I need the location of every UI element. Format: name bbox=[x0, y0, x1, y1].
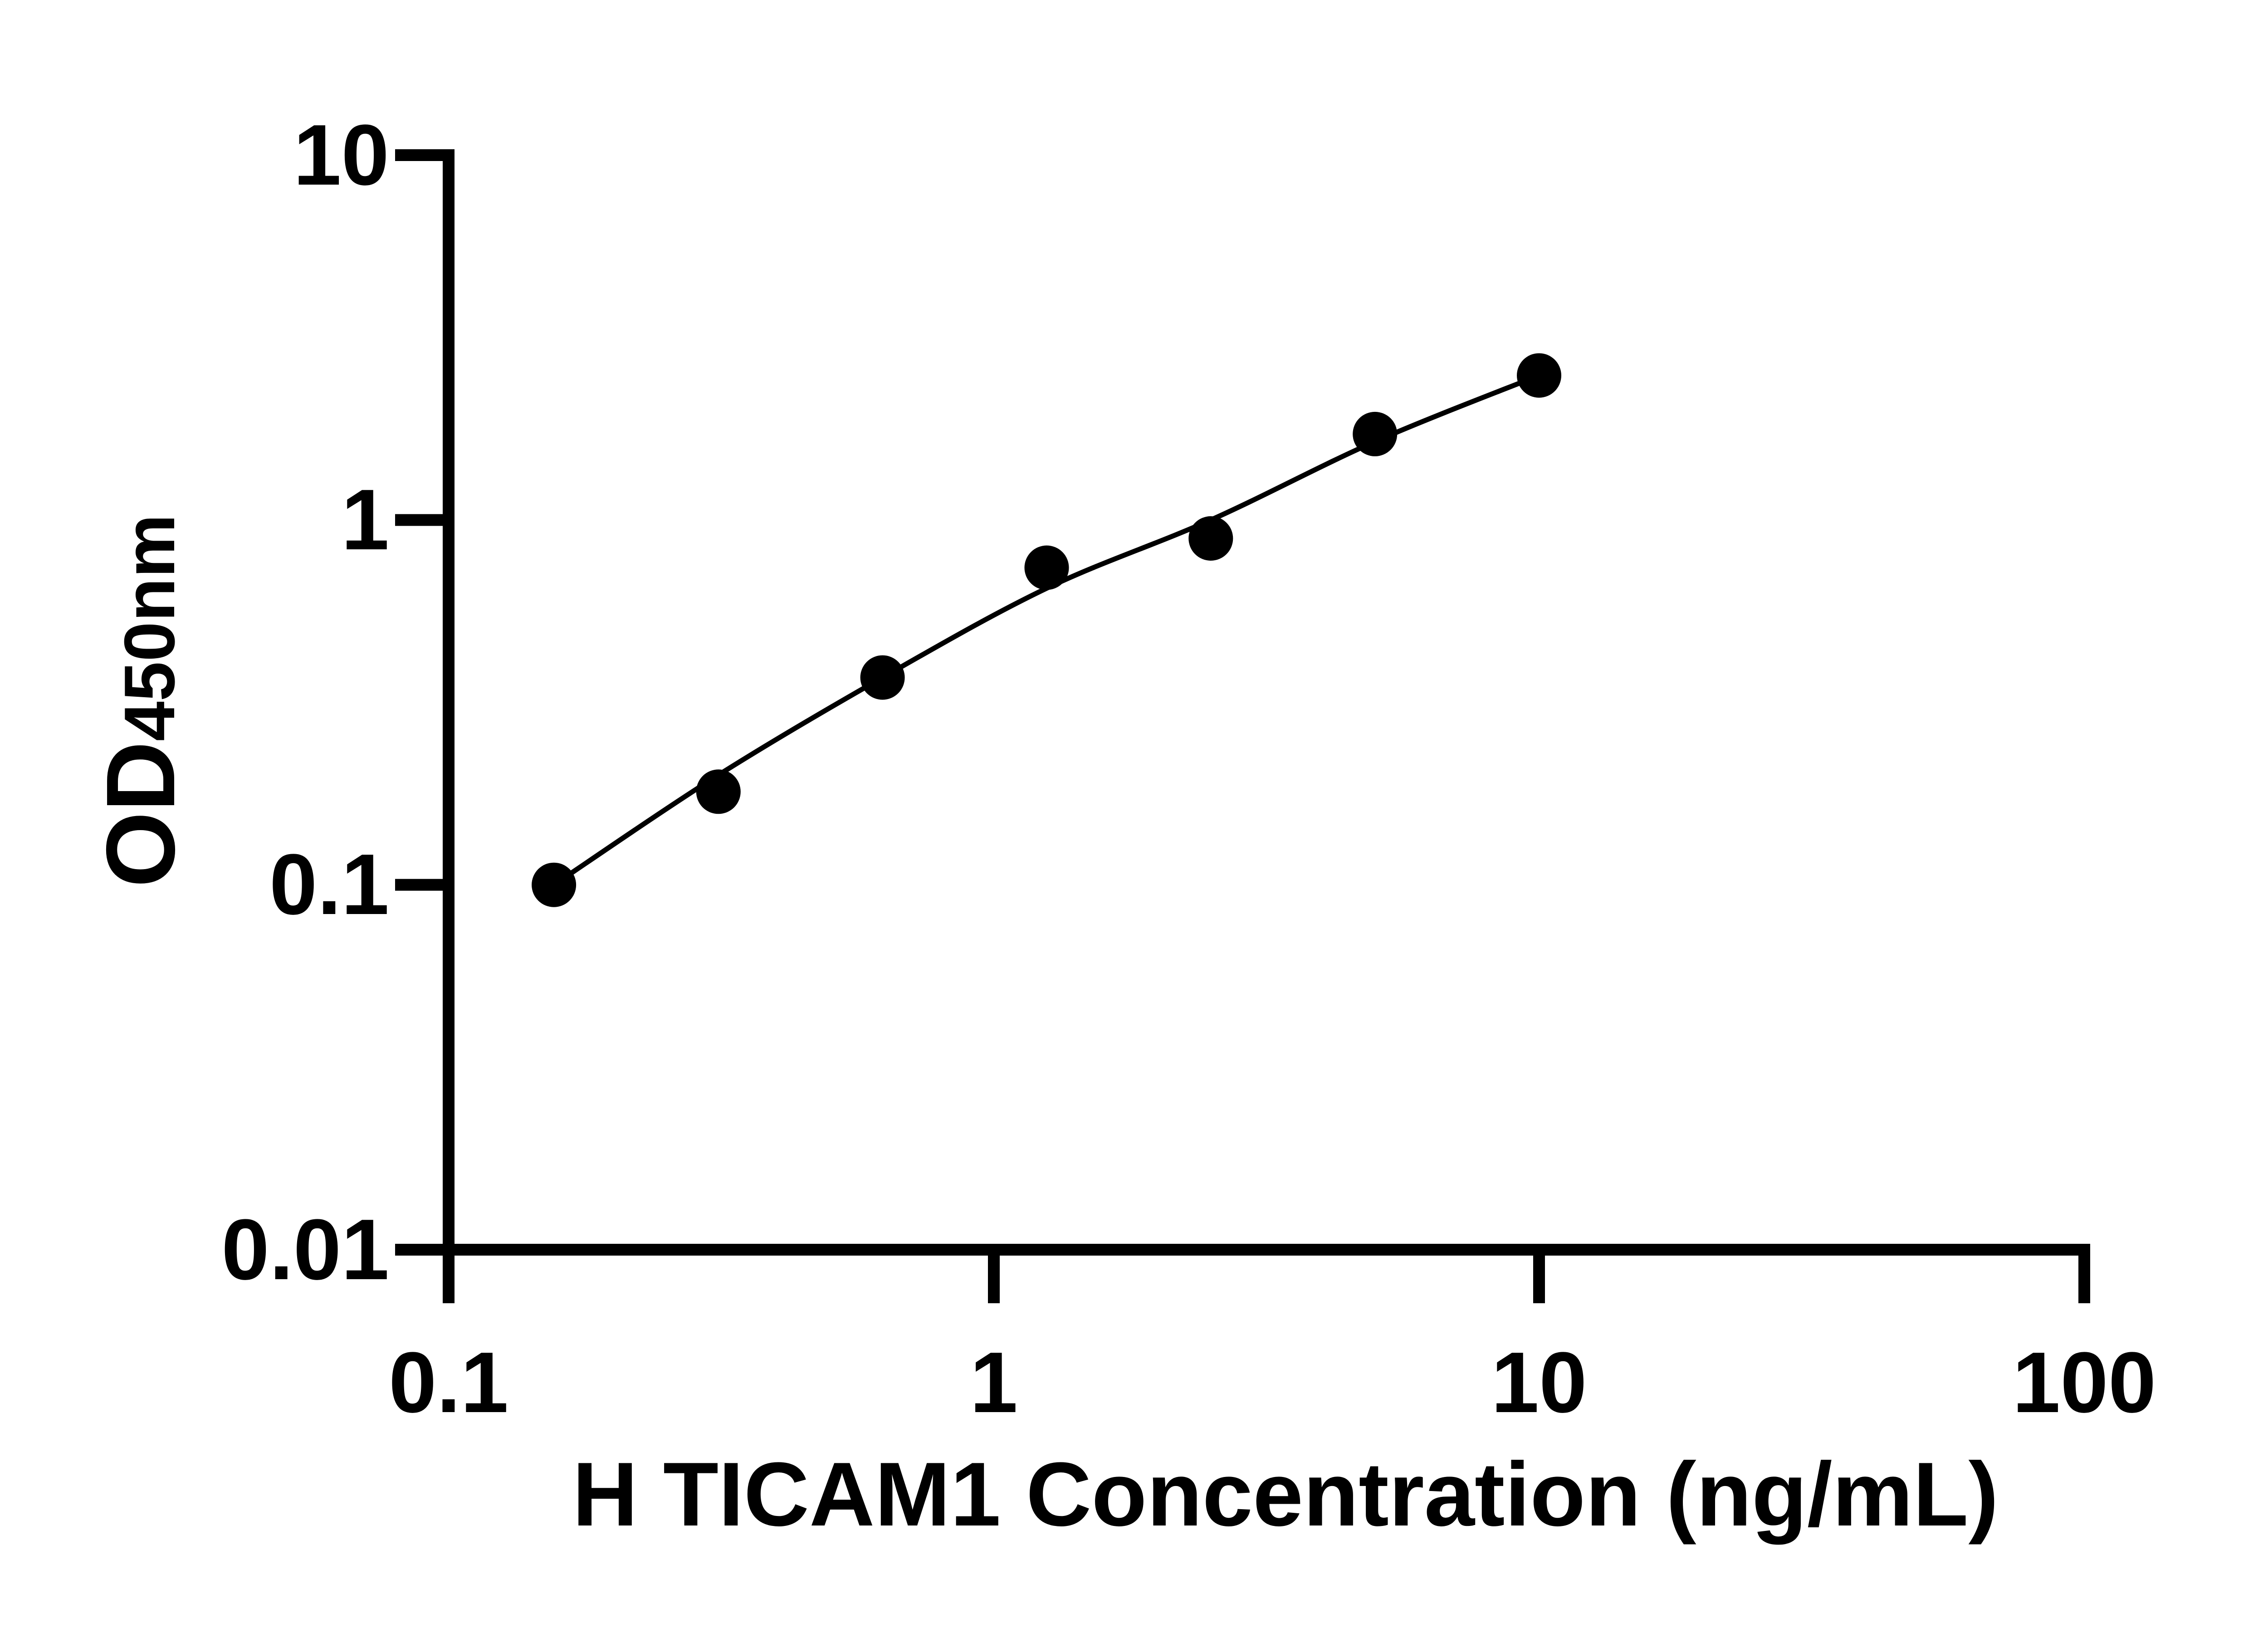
data-point-0.3125ng-mL bbox=[696, 769, 741, 814]
x-tick-label-10: 10 bbox=[1491, 1335, 1587, 1431]
x-tick-label-1: 1 bbox=[970, 1335, 1018, 1431]
y-tick-label-0.1: 0.1 bbox=[269, 836, 389, 933]
y-axis-title-main: OD bbox=[86, 741, 195, 888]
y-axis-title-subscript: 450nm bbox=[110, 514, 190, 742]
data-point-10ng-mL bbox=[1517, 353, 1561, 398]
x-tick-label-0.1: 0.1 bbox=[388, 1335, 509, 1431]
axis-spines bbox=[443, 149, 2090, 1256]
x-axis-title: H TICAM1 Concentration (ng/mL) bbox=[572, 1444, 1999, 1545]
y-tick-label-0.01: 0.01 bbox=[221, 1202, 389, 1298]
y-tick-label-1: 1 bbox=[341, 472, 389, 568]
y-axis-title: OD450nm bbox=[84, 514, 197, 887]
data-point-0.625ng-mL bbox=[860, 655, 905, 700]
data-point-1.25ng-mL bbox=[1024, 545, 1069, 590]
y-tick-label-10: 10 bbox=[293, 107, 389, 203]
data-point-0.156ng-mL bbox=[532, 862, 577, 907]
x-tick-label-100: 100 bbox=[2012, 1335, 2156, 1431]
data-point-2.5ng-mL bbox=[1188, 516, 1233, 561]
data-point-5ng-mL bbox=[1353, 411, 1398, 456]
fit-curve bbox=[551, 373, 1542, 888]
